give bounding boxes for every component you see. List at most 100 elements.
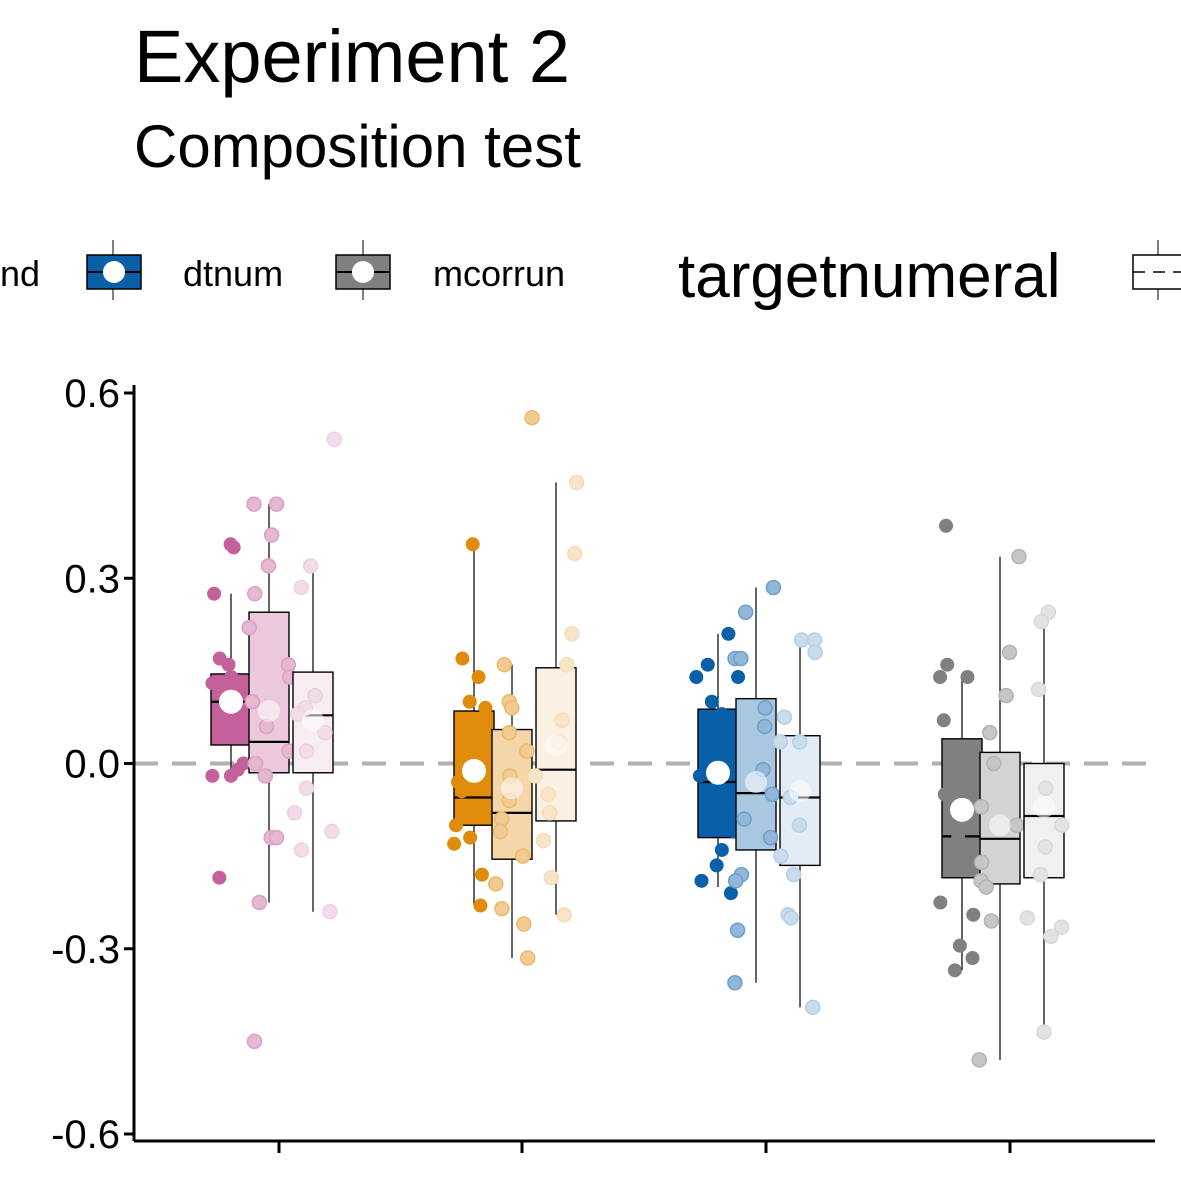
point-g3-b1-12 bbox=[714, 842, 729, 857]
point-g2-b1-1 bbox=[465, 537, 480, 552]
point-g2-b1-14 bbox=[473, 898, 488, 913]
point-g4-b1-1 bbox=[939, 518, 954, 533]
point-g2-b2-4 bbox=[504, 700, 520, 716]
point-g4-b2-8 bbox=[973, 854, 990, 871]
point-g2-b2-15 bbox=[520, 950, 536, 966]
point-g1-b3-4 bbox=[307, 687, 323, 704]
point-g1-b2-3 bbox=[263, 527, 280, 543]
point-g2-b3-9 bbox=[541, 805, 558, 821]
point-g3-b3-1 bbox=[793, 632, 810, 648]
point-g1-b1-3 bbox=[207, 586, 222, 601]
point-g1-b2-5 bbox=[247, 585, 263, 602]
point-g4-b2-3 bbox=[998, 687, 1014, 704]
point-g2-b2-6 bbox=[519, 743, 535, 759]
y-tick-label-3: 0.0 bbox=[64, 743, 120, 787]
point-g4-b2-11 bbox=[983, 913, 1000, 929]
point-g4-b3-8 bbox=[1019, 910, 1036, 926]
point-g4-b3-2 bbox=[1033, 613, 1050, 630]
point-g4-b1-10 bbox=[933, 895, 948, 910]
mean-g4-b3 bbox=[1033, 795, 1055, 818]
point-g3-b1-2 bbox=[700, 657, 715, 672]
point-g3-b3-5 bbox=[791, 734, 808, 750]
point-g2-b1-2 bbox=[455, 651, 470, 666]
point-g1-b3-12 bbox=[293, 842, 310, 858]
point-g2-b3-7 bbox=[527, 768, 543, 784]
y-tick-label-5: -0.6 bbox=[51, 1113, 120, 1157]
point-g3-b3-8 bbox=[791, 817, 808, 833]
point-g4-b3-4 bbox=[1038, 780, 1054, 796]
point-g1-b1-14 bbox=[205, 768, 220, 783]
point-g1-b2-12 bbox=[247, 755, 264, 772]
point-g3-b2-2 bbox=[737, 604, 754, 620]
mean-g2-b2 bbox=[501, 777, 523, 800]
point-g3-b2-12 bbox=[727, 873, 744, 889]
point-g2-b3-8 bbox=[540, 786, 556, 803]
point-g2-b1-11 bbox=[447, 836, 462, 851]
point-g4-b1-12 bbox=[952, 938, 967, 953]
mean-g2-b3 bbox=[545, 733, 567, 756]
point-g3-b2-4 bbox=[733, 650, 749, 667]
point-g3-b2-6 bbox=[756, 718, 773, 735]
point-g2-b2-12 bbox=[488, 876, 504, 892]
point-g1-b3-10 bbox=[286, 805, 303, 821]
mean-g2-b1 bbox=[462, 758, 486, 783]
point-g4-b2-4 bbox=[982, 724, 998, 741]
point-g2-b3-2 bbox=[567, 545, 583, 562]
point-g2-b3-5 bbox=[554, 712, 570, 729]
point-g3-b2-14 bbox=[727, 974, 743, 991]
point-g3-b1-3 bbox=[731, 670, 746, 685]
point-g1-b1-7 bbox=[205, 676, 220, 691]
point-g3-b3-9 bbox=[773, 848, 789, 864]
mean-g4-b1 bbox=[950, 797, 974, 822]
point-g4-b1-7 bbox=[937, 787, 952, 802]
point-g4-b1-4 bbox=[960, 670, 975, 685]
mean-g3-b1 bbox=[706, 760, 730, 785]
point-g1-b1-15 bbox=[223, 768, 238, 783]
point-g1-b3-13 bbox=[322, 903, 338, 920]
point-g4-b3-10 bbox=[1043, 928, 1059, 945]
point-g3-b3-12 bbox=[783, 910, 799, 926]
point-g3-b1-5 bbox=[704, 694, 719, 709]
point-g2-b3-4 bbox=[559, 656, 575, 673]
point-g4-b2-1 bbox=[1011, 548, 1027, 565]
point-g4-b2-6 bbox=[973, 798, 990, 815]
point-g1-b3-9 bbox=[298, 780, 315, 796]
point-g3-b3-10 bbox=[785, 866, 802, 883]
point-g1-b2-17 bbox=[246, 1033, 263, 1050]
point-g3-b1-15 bbox=[723, 886, 738, 901]
point-g1-b1-6 bbox=[224, 670, 239, 685]
point-g4-b3-5 bbox=[1054, 817, 1070, 833]
point-g4-b1-6 bbox=[950, 750, 965, 765]
y-tick-label-2: 0.3 bbox=[64, 557, 120, 601]
point-g4-b1-5 bbox=[936, 713, 951, 728]
point-g2-b2-2 bbox=[496, 656, 513, 673]
point-g4-b3-7 bbox=[1032, 866, 1049, 883]
point-g4-b3-9 bbox=[1053, 919, 1070, 935]
point-g3-b1-7 bbox=[708, 731, 723, 746]
legend-label-nd: nd bbox=[0, 253, 40, 294]
point-g2-b2-14 bbox=[515, 916, 532, 932]
point-g3-b3-4 bbox=[776, 709, 793, 725]
point-g3-b1-6 bbox=[714, 707, 729, 722]
legend-key-dtnum bbox=[86, 240, 142, 300]
mean-g4-b2 bbox=[989, 814, 1011, 837]
point-g1-b2-4 bbox=[260, 558, 277, 574]
point-g4-b1-13 bbox=[965, 951, 980, 966]
point-g2-b2-11 bbox=[514, 848, 531, 864]
point-g1-b2-1 bbox=[268, 496, 285, 512]
point-g1-b3-2 bbox=[302, 558, 319, 574]
point-g3-b1-13 bbox=[709, 858, 724, 873]
chart-title: Experiment 2 bbox=[134, 15, 570, 98]
legend: nd dtnum mcorrun targetnumeral bbox=[0, 240, 1181, 311]
point-g3-b2-9 bbox=[736, 811, 752, 827]
legend-title-targetnumeral: targetnumeral bbox=[678, 242, 1061, 311]
point-g4-b2-10 bbox=[978, 879, 994, 895]
point-g4-b2-5 bbox=[986, 755, 1002, 772]
point-g2-b1-5 bbox=[478, 700, 493, 715]
point-g3-b3-6 bbox=[772, 734, 789, 750]
point-g3-b2-10 bbox=[762, 829, 779, 846]
legend-key-mcorrun bbox=[335, 240, 391, 300]
point-g2-b3-10 bbox=[535, 832, 552, 849]
point-g3-b2-5 bbox=[757, 700, 773, 716]
